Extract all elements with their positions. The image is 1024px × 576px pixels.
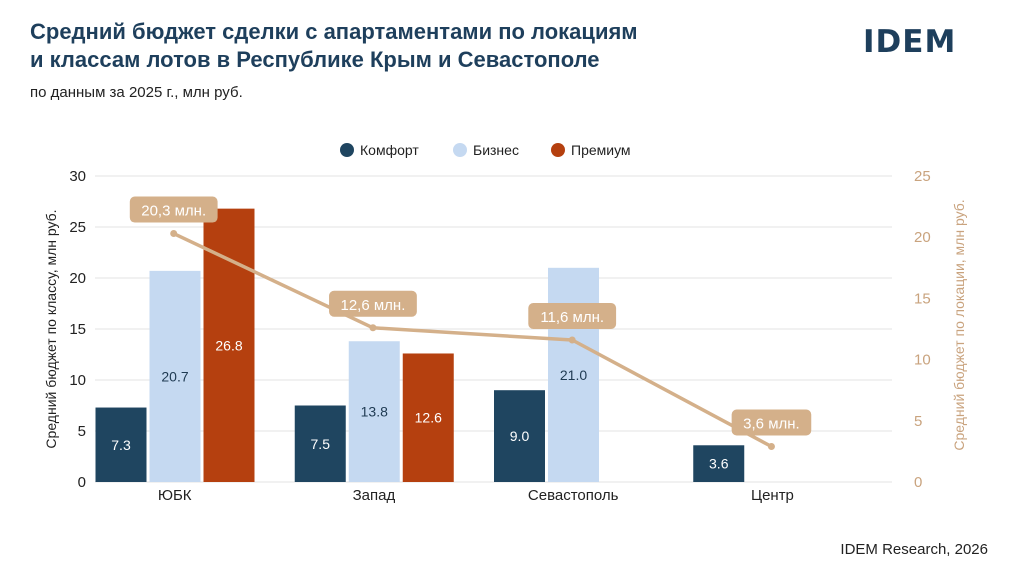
- bar-value-label: 26.8: [215, 337, 242, 353]
- line-value-label: 11,6 млн.: [540, 309, 604, 326]
- y-tick-label: 5: [78, 423, 86, 440]
- legend-label: Премиум: [571, 142, 631, 158]
- bar-value-label: 13.8: [361, 404, 388, 420]
- bar: [402, 353, 454, 482]
- source-note: IDEM Research, 2026: [840, 541, 988, 558]
- bar-value-label: 9.0: [510, 428, 530, 444]
- line-point: [170, 230, 178, 238]
- y-axis-title: Средний бюджет по классу, млн руб.: [43, 209, 59, 448]
- y-right-tick-label: 15: [914, 290, 931, 307]
- y-right-tick-label: 5: [914, 413, 922, 430]
- line-label-box: [329, 290, 417, 317]
- bar: [294, 405, 346, 482]
- legend-marker: [551, 143, 565, 157]
- x-tick-label: Севастополь: [528, 487, 619, 504]
- line-series: [172, 231, 773, 449]
- legend-label: Бизнес: [473, 142, 519, 158]
- line-point: [767, 443, 775, 451]
- y-tick-label: 25: [69, 219, 86, 236]
- bar: [494, 390, 545, 482]
- title-line-2: и классам лотов в Республике Крым и Сева…: [30, 47, 600, 72]
- bar: [348, 341, 400, 482]
- line-label-box: [731, 409, 812, 436]
- bar: [203, 208, 255, 482]
- line-label-box: [129, 196, 218, 223]
- chart-subtitle: по данным за 2025 г., млн руб.: [30, 84, 243, 101]
- line-value-label: 20,3 млн.: [141, 203, 206, 220]
- line-point: [369, 324, 377, 332]
- y-right-axis-title: Средний бюджет по локации, млн руб.: [951, 199, 967, 450]
- y-tick-label: 10: [69, 372, 86, 389]
- legend-marker: [453, 143, 467, 157]
- bar: [95, 407, 147, 482]
- bar: [149, 270, 201, 482]
- y-tick-label: 30: [69, 168, 86, 185]
- y-right-tick-label: 0: [914, 474, 922, 491]
- line-label-box: [528, 303, 617, 330]
- chart-title: Средний бюджет сделки с апартаментами по…: [30, 18, 830, 74]
- legend-marker: [340, 143, 354, 157]
- line-value-label: 3,6 млн.: [743, 416, 800, 433]
- x-tick-label: Запад: [353, 487, 396, 504]
- y-right-tick-label: 20: [914, 229, 931, 246]
- y-tick-label: 0: [78, 474, 86, 491]
- y-tick-label: 15: [69, 321, 86, 338]
- bar-value-label: 7.3: [111, 437, 131, 453]
- bar-value-label: 3.6: [709, 456, 729, 472]
- y-tick-label: 20: [69, 270, 86, 287]
- line-value-label: 12,6 млн.: [341, 297, 406, 314]
- bar-value-label: 7.5: [311, 436, 331, 452]
- x-tick-label: Центр: [751, 487, 794, 504]
- bar-value-label: 21.0: [560, 367, 587, 383]
- bar-value-label: 20.7: [161, 368, 188, 384]
- line-point: [568, 336, 576, 344]
- legend-label: Комфорт: [360, 142, 419, 158]
- x-tick-label: ЮБК: [158, 487, 192, 504]
- bar: [693, 445, 745, 482]
- bar-value-label: 12.6: [415, 410, 442, 426]
- y-right-tick-label: 10: [914, 352, 931, 369]
- title-line-1: Средний бюджет сделки с апартаментами по…: [30, 19, 638, 44]
- idem-logo: IDEM: [863, 24, 957, 60]
- y-right-tick-label: 25: [914, 168, 931, 185]
